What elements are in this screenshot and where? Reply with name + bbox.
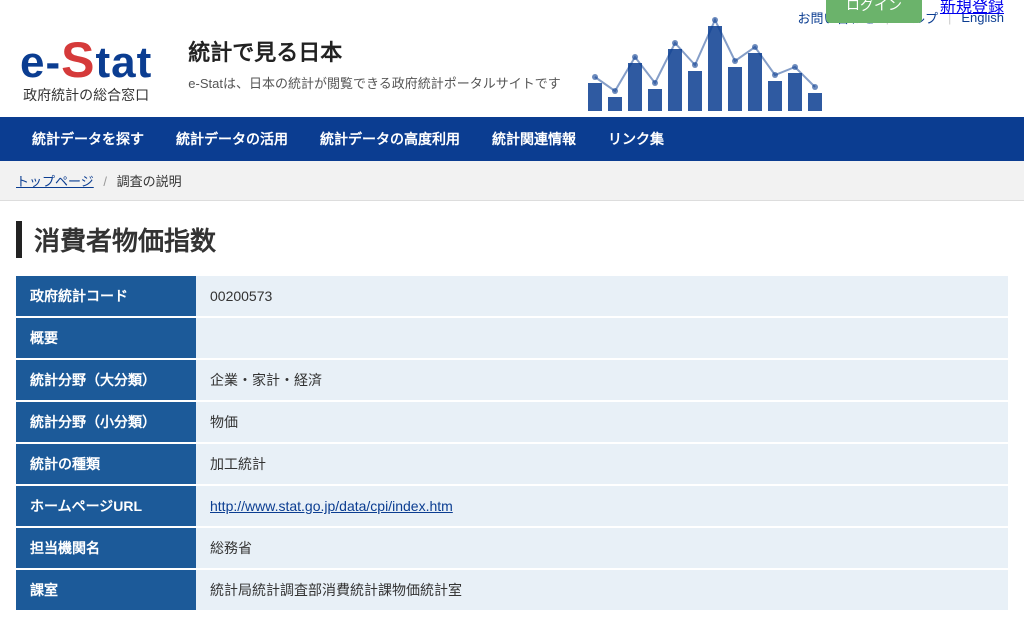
row-label: 統計の種類 (16, 443, 196, 485)
table-row: 概要 (16, 317, 1008, 359)
table-row: 政府統計コード00200573 (16, 276, 1008, 317)
table-row: 統計分野（小分類）物価 (16, 401, 1008, 443)
main-content: 消費者物価指数 政府統計コード00200573概要統計分野（大分類）企業・家計・… (0, 201, 1024, 632)
table-row: ホームページURL http://www.stat.go.jp/data/cpi/… (16, 485, 1008, 527)
breadcrumb-home[interactable]: トップページ (16, 174, 94, 189)
table-row: 統計の種類加工統計 (16, 443, 1008, 485)
row-value: 統計局統計調査部消費統計課物価統計室 (196, 569, 1008, 611)
breadcrumb-current: 調査の説明 (117, 174, 182, 189)
logo-subtext: 政府統計の総合窓口 (23, 85, 149, 105)
title-block: 統計で見る日本 e-Statは、日本の統計が閲覧できる政府統計ポータルサイトです (188, 35, 560, 92)
row-label: 統計分野（大分類） (16, 359, 196, 401)
auth-actions: ログイン 新規登録 (826, 0, 1004, 23)
row-label: 担当機関名 (16, 527, 196, 569)
main-nav: 統計データを探す統計データの活用統計データの高度利用統計関連情報リンク集 (0, 117, 1024, 161)
logo-block[interactable]: e-Stat 政府統計の総合窓口 (20, 31, 152, 105)
logo: e-Stat (20, 31, 152, 89)
site-title: 統計で見る日本 (188, 35, 560, 67)
row-value (196, 317, 1008, 359)
login-button[interactable]: ログイン (826, 0, 922, 23)
row-label: 統計分野（小分類） (16, 401, 196, 443)
row-value: http://www.stat.go.jp/data/cpi/index.htm (196, 485, 1008, 527)
site-description: e-Statは、日本の統計が閲覧できる政府統計ポータルサイトです (188, 73, 560, 92)
row-value: 加工統計 (196, 443, 1008, 485)
nav-item-2[interactable]: 統計データの高度利用 (304, 117, 476, 161)
row-label: 概要 (16, 317, 196, 359)
page-title: 消費者物価指数 (16, 221, 1008, 258)
homepage-url-link[interactable]: http://www.stat.go.jp/data/cpi/index.htm (210, 498, 453, 514)
table-row: 課室統計局統計調査部消費統計課物価統計室 (16, 569, 1008, 611)
info-table: 政府統計コード00200573概要統計分野（大分類）企業・家計・経済統計分野（小… (16, 276, 1008, 612)
decorative-chart (584, 11, 844, 111)
site-header: e-Stat 政府統計の総合窓口 統計で見る日本 e-Statは、日本の統計が閲… (0, 31, 1024, 117)
row-label: ホームページURL (16, 485, 196, 527)
table-row: 統計分野（大分類）企業・家計・経済 (16, 359, 1008, 401)
row-label: 政府統計コード (16, 276, 196, 317)
row-value: 企業・家計・経済 (196, 359, 1008, 401)
row-label: 課室 (16, 569, 196, 611)
breadcrumb: トップページ / 調査の説明 (0, 161, 1024, 201)
breadcrumb-separator: / (103, 174, 107, 189)
row-value: 物価 (196, 401, 1008, 443)
table-row: 担当機関名総務省 (16, 527, 1008, 569)
nav-item-1[interactable]: 統計データの活用 (160, 117, 304, 161)
row-value: 00200573 (196, 276, 1008, 317)
row-value: 総務省 (196, 527, 1008, 569)
nav-item-0[interactable]: 統計データを探す (16, 117, 160, 161)
nav-item-4[interactable]: リンク集 (592, 117, 680, 161)
register-link[interactable]: 新規登録 (940, 0, 1004, 17)
nav-item-3[interactable]: 統計関連情報 (476, 117, 592, 161)
